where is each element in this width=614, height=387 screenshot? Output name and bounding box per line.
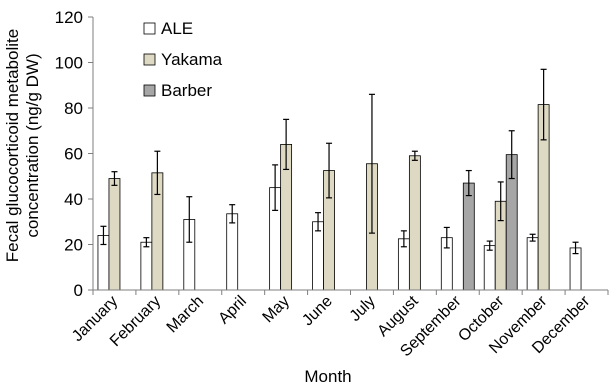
- bar-ale-october: [483, 245, 496, 291]
- bar-ale-april: [226, 213, 239, 291]
- legend-label-ale: ALE: [161, 19, 193, 38]
- legend-swatch-yakama: [143, 53, 156, 66]
- y-axis-title-line: Fecal glucocorticoid metabolite: [3, 29, 22, 262]
- bars: [97, 104, 582, 291]
- bar-ale-november: [526, 237, 539, 291]
- y-axis-title-line: concentration (ng/g DW): [23, 53, 42, 237]
- legend-swatch-ale: [143, 22, 156, 35]
- bar-barber-september: [462, 182, 475, 291]
- y-tick-label: 80: [64, 99, 83, 118]
- x-tick-label: July: [347, 293, 379, 325]
- x-tick-label: April: [215, 293, 250, 328]
- bar-ale-december: [569, 247, 582, 291]
- x-tick-label: May: [260, 293, 293, 326]
- legend: ALE Yakama Barber: [143, 19, 223, 100]
- x-axis-title: Month: [304, 367, 351, 386]
- y-tick-label: 40: [64, 190, 83, 209]
- bar-ale-february: [140, 241, 153, 291]
- y-tick-label: 120: [55, 8, 83, 27]
- legend-swatch-barber: [143, 84, 156, 97]
- bar-ale-june: [312, 221, 324, 291]
- y-tick-label: 100: [55, 54, 83, 73]
- error-bars: [100, 68, 579, 255]
- bar-yakama-january: [108, 178, 121, 291]
- bar-yakama-august: [408, 155, 421, 291]
- x-tick-label: March: [164, 293, 207, 336]
- x-tick-label: June: [299, 293, 336, 330]
- y-tick-label: 0: [74, 281, 83, 300]
- y-tick-label: 60: [64, 145, 83, 164]
- y-axis-title: Fecal glucocorticoid metabolite concentra…: [3, 29, 42, 262]
- legend-label-yakama: Yakama: [161, 50, 223, 69]
- y-axis-ticks: 0 20 40 60 80 100 120: [55, 8, 93, 300]
- y-tick-label: 20: [64, 236, 83, 255]
- legend-label-barber: Barber: [161, 81, 212, 100]
